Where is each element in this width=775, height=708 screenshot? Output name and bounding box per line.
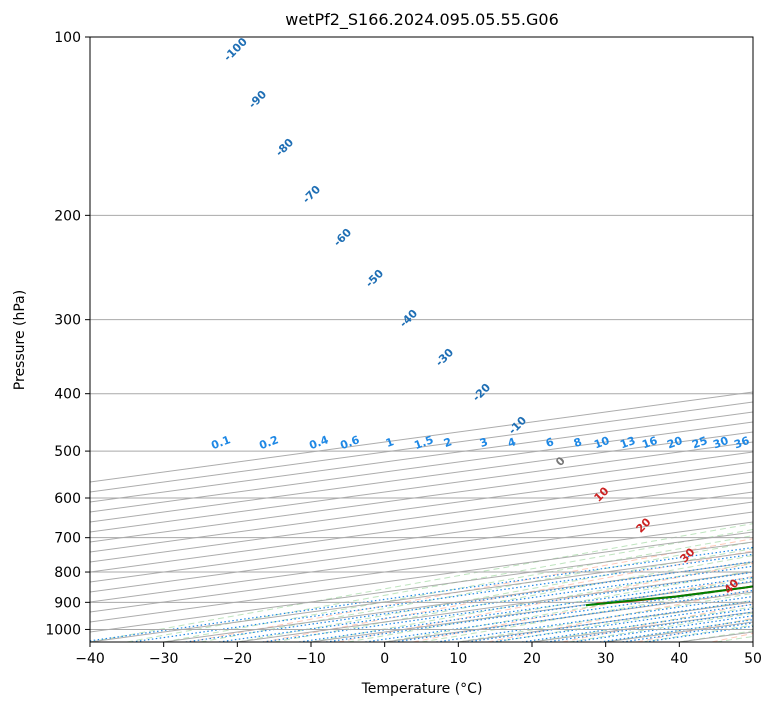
mixing-ratio-line — [436, 595, 753, 642]
x-tick-label: −10 — [296, 651, 326, 667]
y-tick-label: 500 — [54, 444, 81, 460]
mixing-ratio-label: 1.5 — [412, 433, 435, 452]
mixing-ratio-line — [185, 561, 753, 642]
dry-adiabat — [338, 562, 753, 642]
isotherm-line — [752, 641, 753, 642]
mixing-ratio-line — [492, 603, 753, 642]
isotherm-line — [90, 531, 753, 623]
mixing-ratio-label: 30 — [711, 434, 730, 452]
isotherm-line — [90, 451, 753, 543]
x-tick-label: 40 — [670, 651, 688, 667]
moist-adiabat — [200, 541, 753, 642]
x-tick-label: −30 — [149, 651, 179, 667]
mixing-ratio-label: 0.4 — [307, 433, 330, 452]
y-tick-label: 900 — [54, 595, 81, 611]
mixing-ratio-line — [467, 600, 753, 642]
mixing-ratio-label: 20 — [665, 434, 684, 452]
x-axis-title: Temperature (°C) — [361, 681, 483, 697]
isotherm-line — [90, 461, 753, 553]
mixing-ratio-line — [522, 608, 753, 642]
x-tick-label: 30 — [597, 651, 615, 667]
isotherm-line — [90, 501, 753, 593]
mixing-ratio-label: 25 — [690, 434, 709, 451]
mixing-ratio-label: 1 — [384, 435, 396, 450]
mixing-ratio-label: 16 — [640, 434, 659, 452]
x-tick-label: 50 — [744, 651, 762, 667]
mixing-ratio-label: 3 — [478, 435, 490, 450]
mixing-ratio-label: 10 — [592, 434, 611, 452]
x-tick-label: −40 — [75, 651, 105, 667]
mixing-ratio-label: 4 — [506, 435, 518, 450]
isotherm-line — [90, 471, 753, 563]
dry-adiabat — [188, 538, 753, 642]
moist-adiabat — [237, 548, 753, 642]
y-axis-title: Pressure (hPa) — [12, 290, 28, 390]
isotherm-line — [90, 521, 753, 613]
mixing-ratio-label: 2 — [442, 435, 454, 450]
y-tick-label: 400 — [54, 387, 81, 403]
y-tick-label: 200 — [54, 208, 81, 224]
isotherm-line — [90, 511, 753, 603]
plot-frame — [89, 36, 754, 643]
y-tick-label: 1000 — [45, 622, 81, 638]
mixing-ratio-label: 0.6 — [338, 433, 361, 452]
moist-adiabat — [347, 569, 753, 642]
y-tick-label: 600 — [54, 491, 81, 507]
moist-adiabat — [421, 585, 753, 642]
isotherm-line — [90, 491, 753, 583]
chart-title: wetPf2_S166.2024.095.05.55.G06 — [285, 10, 559, 30]
y-tick-label: 700 — [54, 531, 81, 547]
mixing-ratio-label: 0.1 — [209, 433, 232, 452]
mixing-ratio-label: 36 — [732, 434, 751, 452]
plot-background — [90, 37, 753, 642]
moist-adiabat — [126, 528, 753, 642]
plot-area — [90, 37, 753, 642]
x-tick-label: 10 — [449, 651, 467, 667]
mixing-ratio-line — [131, 553, 753, 642]
moist-adiabat — [163, 535, 753, 642]
mixing-ratio-label: 6 — [544, 435, 556, 450]
y-axis-ticks: 100 200 300 400 500 600 700 800 900 1000 — [45, 30, 90, 638]
y-tick-label: 800 — [54, 565, 81, 581]
mixing-ratio-label: 0.2 — [257, 433, 280, 452]
isotherm-line — [90, 481, 753, 573]
x-tick-label: 0 — [380, 651, 389, 667]
y-tick-label: 100 — [54, 30, 81, 46]
background-grid — [90, 37, 753, 642]
x-tick-label: −20 — [223, 651, 253, 667]
mixing-ratio-label: 13 — [618, 434, 637, 451]
mixing-ratio-line — [90, 546, 753, 642]
mixing-ratio-label: 8 — [572, 435, 584, 450]
moist-adiabat — [752, 641, 753, 642]
y-tick-label: 300 — [54, 313, 81, 329]
x-tick-label: 20 — [523, 651, 541, 667]
x-axis-ticks: −40 −30 −20 −10 0 10 20 30 40 50 — [75, 642, 762, 667]
